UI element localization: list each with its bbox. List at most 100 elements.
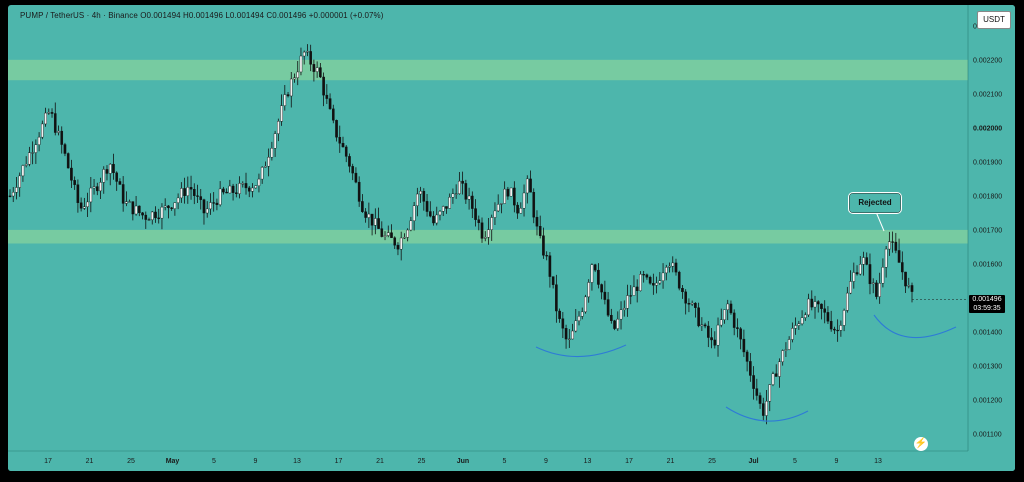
x-tick-label: 9 (544, 458, 548, 465)
candle-body (619, 309, 623, 320)
candle-body (849, 281, 852, 294)
candle-body (745, 351, 749, 362)
candle-body (568, 338, 571, 340)
candle-body (131, 201, 135, 215)
y-tick-label: 0.001600 (973, 261, 1002, 268)
candle-body (419, 190, 422, 195)
candle-body (173, 202, 177, 209)
candle-body (89, 187, 93, 203)
candle-body (658, 280, 662, 284)
candle-body (535, 216, 539, 227)
candle-body (768, 384, 772, 402)
last-price-tag: 0.001496 03:59:35 (969, 295, 1005, 314)
candle-body (642, 274, 645, 276)
x-tick-label: 9 (254, 458, 258, 465)
candle-body (606, 299, 610, 316)
candle-body (306, 51, 309, 53)
candle-body (674, 262, 678, 273)
support-arc-3 (873, 314, 957, 339)
candle-body (532, 192, 536, 218)
x-tick-label: Jul (748, 458, 758, 465)
candle-body (425, 201, 429, 212)
candle-body (312, 64, 316, 72)
candle-body (186, 187, 190, 196)
candle-body (884, 248, 888, 268)
candle-body (364, 211, 367, 218)
x-tick-label: 25 (708, 458, 716, 465)
candle-body (251, 187, 254, 192)
candle-body (406, 229, 409, 238)
y-tick-label: 0.001700 (973, 227, 1002, 234)
candle-body (697, 307, 700, 327)
candle-body (629, 295, 633, 297)
candle-body (189, 187, 193, 190)
x-tick-label: 17 (335, 458, 343, 465)
candle-body (257, 178, 261, 186)
candle-body (525, 178, 529, 194)
candle-body (719, 319, 723, 326)
candle-body (273, 133, 277, 149)
x-tick-label: Jun (457, 458, 469, 465)
candle-body (115, 172, 118, 182)
currency-button[interactable]: USDT (977, 11, 1011, 29)
candle-body (622, 308, 626, 310)
candle-body (79, 202, 83, 209)
chart-pane[interactable]: 0.0023000.0022000.0021000.0020000.001900… (8, 5, 1015, 471)
candle-body (538, 226, 542, 236)
candle-body (888, 241, 891, 250)
candle-body (396, 244, 400, 250)
candle-body (348, 156, 351, 167)
candle-body (428, 211, 432, 217)
candle-body (652, 283, 655, 286)
candle-body (92, 186, 96, 189)
lightning-icon[interactable]: ⚡ (914, 437, 928, 451)
candle-body (357, 181, 361, 202)
candle-body (907, 285, 911, 287)
candle-body (283, 94, 287, 106)
candle-body (561, 318, 565, 329)
candle-body (661, 272, 665, 281)
candle-body (545, 255, 548, 257)
candle-body (432, 215, 435, 224)
candle-body (215, 202, 219, 205)
candle-body (700, 324, 704, 327)
y-tick-label: 0.002100 (973, 91, 1002, 98)
candle-body (41, 123, 44, 138)
candle-body (374, 218, 377, 226)
candle-body (280, 105, 283, 122)
candle-body (490, 217, 494, 230)
candle-body (645, 274, 649, 278)
candle-body (70, 167, 73, 181)
candle-body (53, 113, 57, 133)
candle-body (493, 210, 497, 218)
candle-body (147, 219, 151, 221)
candle-body (331, 108, 335, 121)
candle-body (176, 197, 180, 203)
candle-body (47, 112, 51, 114)
candle-body (150, 211, 154, 220)
candle-body (422, 190, 426, 202)
candle-body (496, 204, 500, 212)
candle-body (736, 327, 739, 329)
candle-body (451, 193, 455, 198)
candle-body (309, 51, 312, 65)
candle-body (403, 237, 406, 239)
candle-body (458, 180, 461, 194)
candle-body (183, 188, 186, 196)
candle-body (800, 317, 804, 325)
candle-body (655, 282, 658, 286)
candle-body (319, 67, 322, 78)
candle-body (480, 222, 484, 239)
candle-body (487, 229, 490, 238)
candle-body (241, 183, 245, 185)
candle-body (157, 217, 161, 219)
candle-body (694, 302, 697, 308)
time-axis (8, 451, 1015, 471)
candle-body (228, 185, 232, 194)
price-chart[interactable]: 0.0023000.0022000.0021000.0020000.001900… (8, 5, 1015, 471)
x-tick-label: 9 (835, 458, 839, 465)
candle-body (555, 284, 558, 312)
candle-body (713, 339, 717, 346)
y-tick-label: 0.001800 (973, 193, 1002, 200)
